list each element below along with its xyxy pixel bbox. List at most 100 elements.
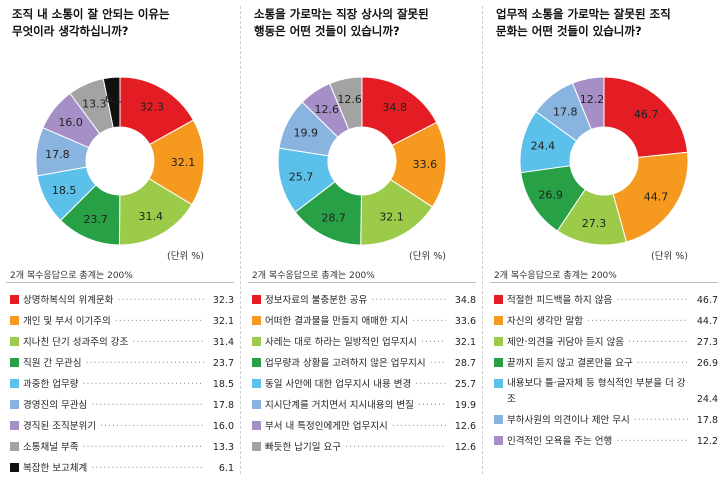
legend-swatch <box>10 421 19 430</box>
chart-title-line: 소통을 가로막는 직장 상사의 잘못된 <box>254 7 429 21</box>
chart-panel-communication-reasons: 조직 내 소통이 잘 안되는 이유는 무엇이라 생각하십니까? 32.3 32.1… <box>4 0 236 480</box>
donut-segment <box>571 76 605 131</box>
segment-value-label: 24.4 <box>531 140 556 153</box>
multiple-response-note: 2개 복수응답으로 총계는 200% <box>252 271 375 281</box>
chart-title-line: 무엇이라 생각하십니까? <box>12 24 129 38</box>
legend-label: 적절한 피드백을 하지 않음 <box>507 292 688 306</box>
legend-label: 동일 사안에 대한 업무지시 내용 변경 <box>265 376 446 390</box>
legend: 적절한 피드백을 하지 않음 46.7 자신의 생각만 말함 44.7 제안·의견을 귀… <box>492 289 718 451</box>
chart-title: 조직 내 소통이 잘 안되는 이유는 무엇이라 생각하십니까? <box>12 6 232 40</box>
legend-item: 인격적인 모욕을 주는 언행 12.2 <box>492 430 718 451</box>
chart-panel-organizational-culture: 업무적 소통을 가로막는 잘못된 조직 문화는 어떤 것들이 있습니까? 46.… <box>488 0 720 480</box>
legend-value: 32.1 <box>454 337 476 348</box>
legend-label: 빠듯한 납기일 요구 <box>265 439 446 453</box>
legend-label: 상명하복식의 위계문화 <box>23 292 204 306</box>
segment-value-label: 23.7 <box>83 213 108 226</box>
donut-segment <box>102 76 121 129</box>
legend-label: 직원 간 무관심 <box>23 355 204 369</box>
legend-value: 33.6 <box>454 316 476 327</box>
segment-value-label: 26.9 <box>538 189 563 202</box>
segment-value-label: 16.0 <box>58 116 83 129</box>
donut-chart: 34.8 33.6 32.1 28.7 25.7 19.9 12.612.6 <box>277 76 447 246</box>
legend-label: 소통채널 부족 <box>23 439 204 453</box>
note-rule <box>6 282 234 283</box>
legend-value: 12.6 <box>454 421 476 432</box>
legend-label: 부하사원의 의견이나 제안 무시 <box>507 412 688 426</box>
legend-item: 빠듯한 납기일 요구 12.6 <box>250 436 476 457</box>
legend-value: 32.1 <box>212 316 234 327</box>
legend-swatch <box>252 316 261 325</box>
segment-value-label: 46.7 <box>634 108 659 121</box>
legend-swatch <box>494 415 503 424</box>
segment-value-label: 17.8 <box>45 148 70 161</box>
legend-item: 내용보다 틀·글자체 등 형식적인 부분을 더 강조 24.4 <box>492 373 718 409</box>
legend-label: 업무량과 상황을 고려하지 않은 업무지시 <box>265 355 446 369</box>
multiple-response-note: 2개 복수응답으로 총계는 200% <box>494 271 617 281</box>
legend-value: 34.8 <box>454 295 476 306</box>
segment-value-label: 25.7 <box>289 171 314 184</box>
legend-item: 적절한 피드백을 하지 않음 46.7 <box>492 289 718 310</box>
legend-label: 지나친 단기 성과주의 강조 <box>23 334 204 348</box>
legend-swatch <box>10 337 19 346</box>
legend-swatch <box>494 316 503 325</box>
legend-value: 19.9 <box>454 400 476 411</box>
panel-divider <box>240 6 241 474</box>
legend-value: 6.1 <box>218 463 234 474</box>
legend-label: 경직된 조직분위기 <box>23 418 204 432</box>
donut-chart: 46.7 44.7 27.3 26.9 24.4 17.812.2 <box>519 76 689 246</box>
legend-label: 개인 및 부서 이기주의 <box>23 313 204 327</box>
legend-swatch <box>252 400 261 409</box>
legend: 상명하복식의 위계문화 32.3 개인 및 부서 이기주의 32.1 지나친 단기 성과… <box>8 289 234 478</box>
legend-label: 인격적인 모욕을 주는 언행 <box>507 433 688 447</box>
segment-value-label: 17.8 <box>553 105 578 118</box>
segment-value-label: 12.6 <box>337 93 362 106</box>
chart-title-line: 문화는 어떤 것들이 있습니까? <box>496 24 642 38</box>
segment-value-label: 33.6 <box>413 158 438 171</box>
donut-segment <box>328 76 363 131</box>
legend-swatch <box>494 295 503 304</box>
legend-item: 지나친 단기 성과주의 강조 31.4 <box>8 331 234 352</box>
legend-swatch <box>494 379 503 388</box>
legend-item: 개인 및 부서 이기주의 32.1 <box>8 310 234 331</box>
legend-swatch <box>494 358 503 367</box>
segment-value-label: 31.4 <box>138 210 163 223</box>
legend-swatch <box>10 358 19 367</box>
legend-swatch <box>10 295 19 304</box>
segment-value-label: 27.3 <box>582 217 607 230</box>
legend-value: 17.8 <box>696 415 718 426</box>
legend-swatch <box>252 442 261 451</box>
unit-label: (단위 %) <box>651 251 688 262</box>
legend-swatch <box>252 295 261 304</box>
segment-value-label: 34.8 <box>382 101 407 114</box>
legend-swatch <box>10 442 19 451</box>
legend-item: 상명하복식의 위계문화 32.3 <box>8 289 234 310</box>
legend-value: 24.4 <box>696 394 718 405</box>
legend-item: 정보자료의 불충분한 공유 34.8 <box>250 289 476 310</box>
legend-swatch <box>252 337 261 346</box>
legend-label: 제안·의견을 귀담아 듣지 않음 <box>507 334 688 348</box>
segment-value-label: 12.2 <box>580 93 605 106</box>
legend-item: 과중한 업무량 18.5 <box>8 373 234 394</box>
legend-item: 끝까지 듣지 않고 결론만을 요구 26.9 <box>492 352 718 373</box>
legend-value: 27.3 <box>696 337 718 348</box>
legend-value: 31.4 <box>212 337 234 348</box>
legend-item: 소통채널 부족 13.3 <box>8 436 234 457</box>
segment-value-label: 18.5 <box>52 184 77 197</box>
legend-label: 내용보다 틀·글자체 등 형식적인 부분을 더 강조 <box>507 378 686 405</box>
chart-panel-supervisor-behaviors: 소통을 가로막는 직장 상사의 잘못된 행동은 어떤 것들이 있습니까? 34.… <box>246 0 478 480</box>
legend-label: 사레는 대로 하라는 일방적인 업무지시 <box>265 334 446 348</box>
legend-label: 부서 내 특정인에게만 업무지시 <box>265 418 446 432</box>
legend-value: 28.7 <box>454 358 476 369</box>
legend-item: 경직된 조직분위기 16.0 <box>8 415 234 436</box>
segment-value-label: 44.7 <box>644 190 669 203</box>
legend-label: 어떠한 결과물을 만들지 애매한 지시 <box>265 313 446 327</box>
legend-swatch <box>10 400 19 409</box>
segment-value-label: 32.1 <box>379 211 404 224</box>
legend-value: 16.0 <box>212 421 234 432</box>
legend-value: 12.2 <box>696 436 718 447</box>
legend-label: 정보자료의 불충분한 공유 <box>265 292 446 306</box>
legend-swatch <box>494 337 503 346</box>
segment-value-label: 32.1 <box>171 156 196 169</box>
segment-value-label: 32.3 <box>140 101 165 114</box>
legend-value: 46.7 <box>696 295 718 306</box>
